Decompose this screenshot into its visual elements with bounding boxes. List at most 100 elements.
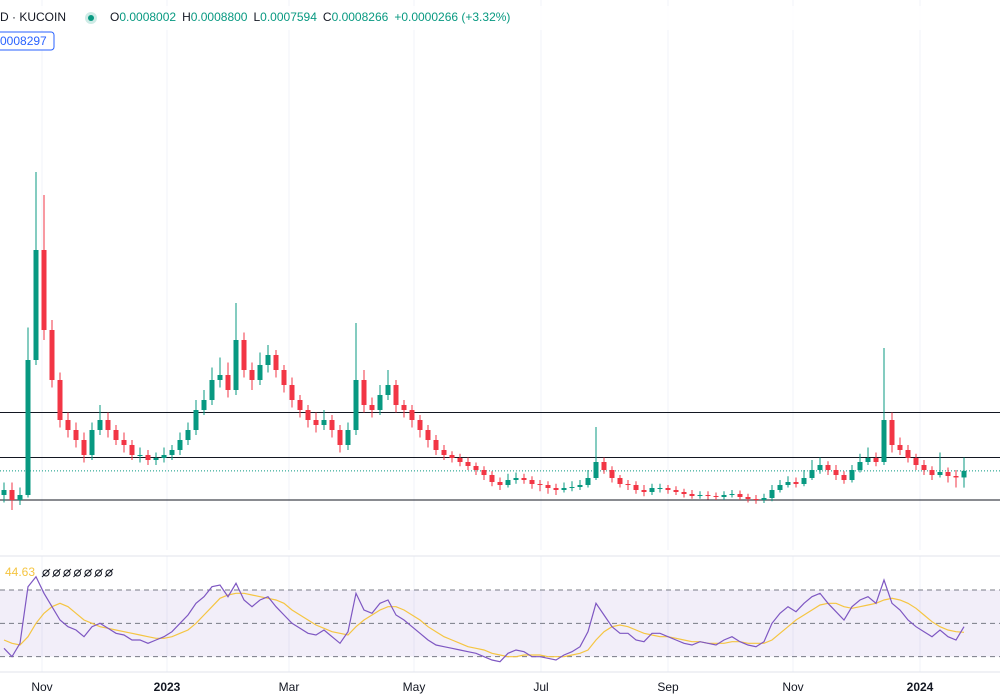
candle-body xyxy=(953,476,959,478)
icon xyxy=(94,568,103,578)
icon xyxy=(41,568,51,578)
candle-body xyxy=(825,465,831,470)
candle-body xyxy=(113,430,119,440)
rsi-ma-label: 44.63 xyxy=(5,565,35,579)
candle-body xyxy=(513,478,519,480)
candle-body xyxy=(657,488,663,489)
x-tick-label: Jul xyxy=(533,680,548,694)
candle-body xyxy=(289,385,295,400)
ohlc-label: L xyxy=(253,10,260,24)
icon xyxy=(53,569,60,577)
candle-body xyxy=(593,462,599,478)
x-tick-label: Sep xyxy=(657,680,679,694)
candle-body xyxy=(153,458,159,460)
x-tick-label: 2023 xyxy=(154,680,181,694)
ohlc-value: 0.0008800 xyxy=(191,10,248,24)
ohlc-legend: O0.0008002 H0.0008800 L0.0007594 C0.0008266… xyxy=(110,10,510,24)
candle-body xyxy=(305,410,311,420)
icon xyxy=(42,569,50,577)
candle-body xyxy=(553,488,559,490)
candle-body xyxy=(169,450,175,455)
candle-body xyxy=(329,420,335,430)
symbol: D · KUCOIN xyxy=(0,10,66,24)
price-tag-box[interactable] xyxy=(0,31,55,51)
candle-body xyxy=(81,440,87,455)
candle-body xyxy=(313,420,319,425)
candle-body xyxy=(777,485,783,490)
candle-body xyxy=(97,420,103,430)
candle-body xyxy=(945,472,951,476)
candle-body xyxy=(281,370,287,385)
candle-body xyxy=(105,420,111,430)
candle-body xyxy=(801,478,807,484)
candle-body xyxy=(641,490,647,492)
candle-body xyxy=(705,495,711,496)
candle-body xyxy=(385,385,391,395)
candle-body xyxy=(345,430,351,445)
candle-body xyxy=(697,495,703,496)
candle-body xyxy=(449,455,455,458)
candle-body xyxy=(585,478,591,485)
status-dot xyxy=(88,15,94,21)
candle-body xyxy=(889,420,895,445)
icon xyxy=(84,569,92,577)
level-lines xyxy=(0,412,1000,501)
candle-body xyxy=(201,400,207,410)
candle-body xyxy=(649,488,655,492)
candle-body xyxy=(633,485,639,490)
candle-body xyxy=(537,484,543,485)
icon xyxy=(73,568,82,578)
candle-body xyxy=(25,360,31,495)
candle-body xyxy=(873,458,879,462)
candle-body xyxy=(529,480,535,484)
candle-body xyxy=(297,400,303,410)
rsi-pane xyxy=(0,575,1000,663)
candle-body xyxy=(625,484,631,485)
candle-body xyxy=(665,488,671,490)
candle-body xyxy=(129,445,135,455)
icon xyxy=(83,568,93,578)
candle-body xyxy=(33,250,39,360)
candle-body xyxy=(569,487,575,488)
candle-body xyxy=(369,405,375,410)
candle-body xyxy=(721,495,727,497)
candle-body xyxy=(441,450,447,455)
candle-body xyxy=(337,430,343,445)
candle-body xyxy=(457,458,463,462)
price-tag[interactable]: 0008297 xyxy=(0,34,47,48)
candle-body xyxy=(881,420,887,462)
icon xyxy=(62,568,72,578)
candle-body xyxy=(817,465,823,470)
candle-body xyxy=(465,462,471,466)
candle-body xyxy=(897,445,903,450)
candle-body xyxy=(673,490,679,492)
candle-body xyxy=(769,490,775,498)
candle-body xyxy=(361,380,367,405)
candle-body xyxy=(961,470,967,478)
ohlc-value: 0.0008266 xyxy=(332,10,389,24)
candle-body xyxy=(145,455,151,460)
candle-body xyxy=(209,380,215,400)
candle-body xyxy=(857,462,863,470)
candle-body xyxy=(681,492,687,494)
candle-body xyxy=(521,478,527,480)
candle-body xyxy=(497,482,503,485)
candle-body xyxy=(481,470,487,475)
icon xyxy=(52,568,61,578)
candles xyxy=(1,172,967,510)
candle-body xyxy=(65,420,71,430)
x-tick-label: 2024 xyxy=(907,680,934,694)
candle-body xyxy=(505,480,511,485)
candle-body xyxy=(185,430,191,440)
candle-body xyxy=(601,462,607,470)
candle-body xyxy=(393,385,399,405)
candle-body xyxy=(921,465,927,470)
candle-body xyxy=(833,470,839,475)
icon xyxy=(105,569,113,577)
rsi-ma-line xyxy=(3,592,965,658)
ohlc-value: 0.0007594 xyxy=(260,10,317,24)
candle-body xyxy=(377,395,383,410)
candle-body xyxy=(865,458,871,462)
